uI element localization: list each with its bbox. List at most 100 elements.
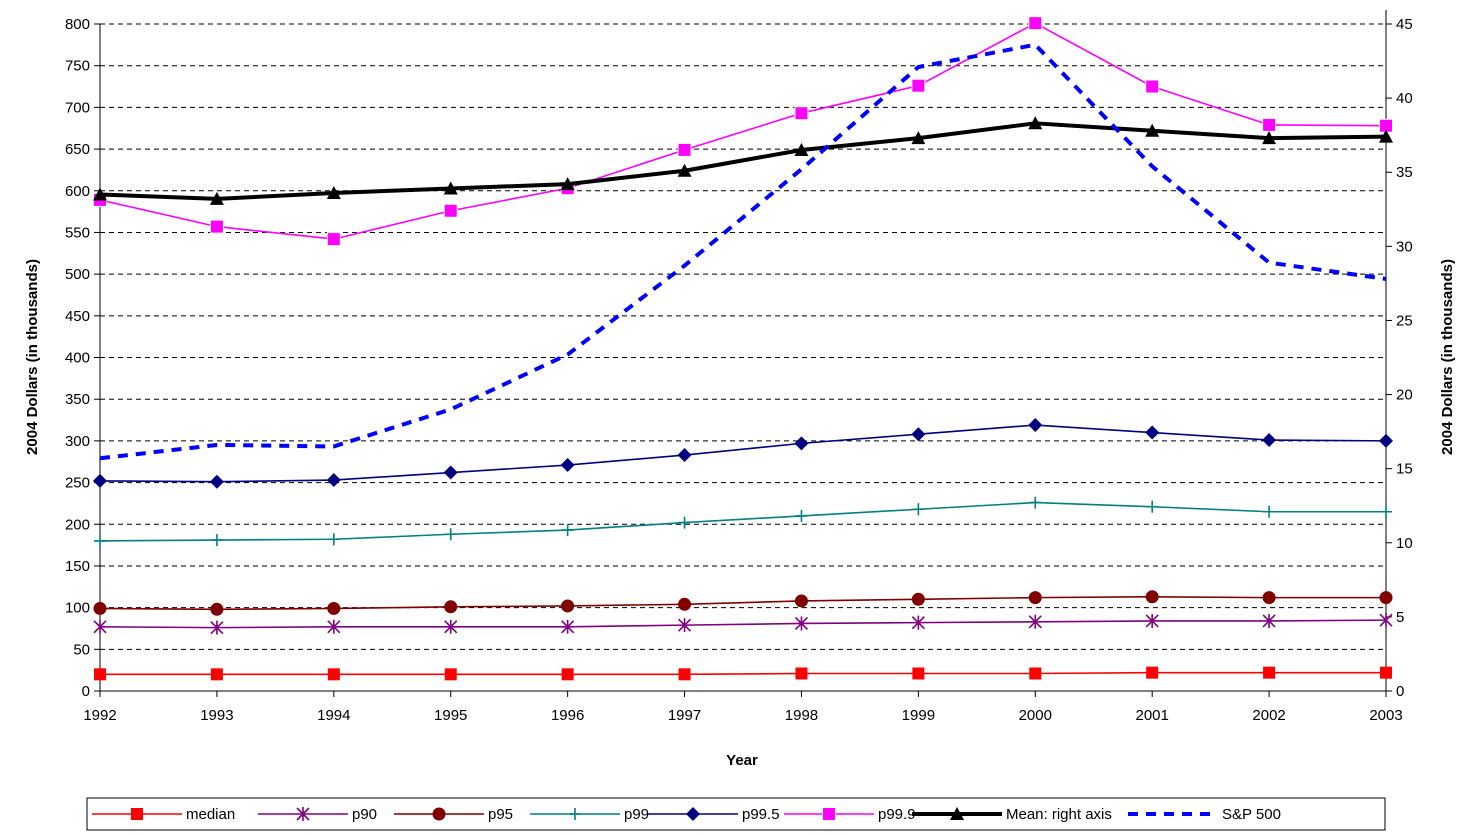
series-line: [99, 595, 1386, 611]
data-point: [1380, 666, 1392, 679]
left-tick-label: 50: [73, 641, 90, 658]
data-point: [677, 142, 692, 157]
data-point: [1028, 116, 1043, 130]
legend-label: p99.9: [878, 806, 916, 823]
data-point: [560, 177, 575, 191]
gridlines: [100, 23, 1386, 650]
data-point: [210, 620, 224, 635]
series-2: [93, 590, 1393, 616]
left-tick-label: 600: [65, 183, 90, 200]
data-point: [1146, 500, 1159, 513]
data-point: [326, 185, 341, 199]
right-tick-label: 5: [1396, 609, 1404, 626]
x-tick-label: 2003: [1369, 707, 1402, 724]
right-axis-ticks: 0 5 10 15 20 25 30 35 40 45: [1386, 16, 1413, 700]
data-point: [561, 599, 575, 613]
legend-label: p90: [352, 806, 377, 823]
data-point: [209, 474, 224, 489]
data-point: [1145, 590, 1159, 604]
right-tick-label: 10: [1396, 535, 1413, 552]
right-tick-label: 25: [1396, 312, 1413, 329]
left-tick-label: 500: [65, 266, 90, 283]
legend-entry: Mean: right axis: [912, 806, 1112, 823]
left-tick-label: 750: [65, 58, 90, 75]
legend-label: Mean: right axis: [1006, 806, 1112, 823]
data-point: [1145, 613, 1159, 628]
data-point: [1145, 123, 1160, 137]
data-point: [93, 187, 107, 201]
legend-label: p99: [624, 806, 649, 823]
data-point: [443, 181, 458, 195]
legend-entry: p90: [258, 806, 377, 823]
data-point: [94, 534, 106, 547]
data-point: [561, 619, 575, 634]
data-point: [1028, 614, 1042, 629]
data-point: [560, 458, 575, 473]
left-tick-label: 100: [65, 600, 90, 617]
data-point: [326, 232, 341, 247]
x-tick-label: 1999: [902, 707, 935, 724]
legend-entry: p99.9: [784, 806, 916, 823]
left-axis-title: 2004 Dollars (in thousands): [24, 259, 41, 455]
data-point: [93, 473, 107, 488]
data-point: [1262, 433, 1277, 448]
data-point: [912, 667, 925, 680]
data-point: [327, 533, 340, 546]
data-point: [327, 619, 341, 634]
data-point: [209, 191, 224, 205]
data-point: [1379, 591, 1393, 605]
x-tick-label: 1995: [434, 707, 467, 724]
legend-label: p95: [488, 806, 513, 823]
right-tick-label: 0: [1396, 683, 1404, 700]
x-tick-label: 1994: [317, 707, 350, 724]
data-point: [911, 427, 926, 442]
legend-label: p99.5: [742, 806, 780, 823]
data-point: [444, 528, 457, 541]
left-tick-label: 200: [65, 516, 90, 533]
data-point: [561, 668, 574, 681]
data-point: [1145, 425, 1160, 440]
data-point: [1263, 505, 1276, 518]
data-point: [911, 615, 925, 630]
axes: [99, 10, 1387, 692]
legend-entry: S&P 500: [1128, 806, 1281, 823]
data-point: [1379, 129, 1393, 143]
left-tick-label: 450: [65, 308, 90, 325]
series-line: [99, 501, 1386, 542]
series-line: [99, 22, 1387, 240]
legend-entry: median: [92, 806, 235, 823]
data-point: [1145, 79, 1160, 94]
data-point: [794, 106, 809, 121]
left-tick-label: 150: [65, 558, 90, 575]
data-point: [794, 436, 809, 451]
data-point: [911, 131, 926, 145]
data-point: [93, 601, 107, 615]
right-tick-label: 20: [1396, 387, 1413, 404]
data-point: [444, 600, 458, 614]
left-tick-label: 650: [65, 141, 90, 158]
data-point: [210, 534, 223, 547]
left-tick-label: 350: [65, 391, 90, 408]
series-line: [99, 619, 1387, 629]
series-line: [99, 42, 1387, 461]
data-point: [911, 592, 925, 606]
legend-marker: [131, 808, 143, 820]
data-point: [444, 619, 458, 634]
x-tick-label: 1992: [83, 707, 116, 724]
x-axis-title: Year: [726, 752, 758, 769]
right-tick-label: 40: [1396, 90, 1413, 107]
series-layer: [93, 16, 1393, 681]
legend: median p90 p95 p99 p99.5 p99.9 Mean: right axi…: [86, 797, 1386, 831]
series-5: [93, 16, 1393, 247]
legend-marker: [822, 807, 836, 821]
data-point: [1262, 591, 1276, 605]
data-point: [93, 619, 107, 634]
legend-entry: p95: [394, 806, 513, 823]
legend-marker: [950, 807, 964, 820]
left-tick-label: 550: [65, 224, 90, 241]
left-tick-label: 250: [65, 475, 90, 492]
left-tick-label: 300: [65, 433, 90, 450]
x-tick-label: 2001: [1135, 707, 1168, 724]
data-point: [443, 465, 458, 480]
